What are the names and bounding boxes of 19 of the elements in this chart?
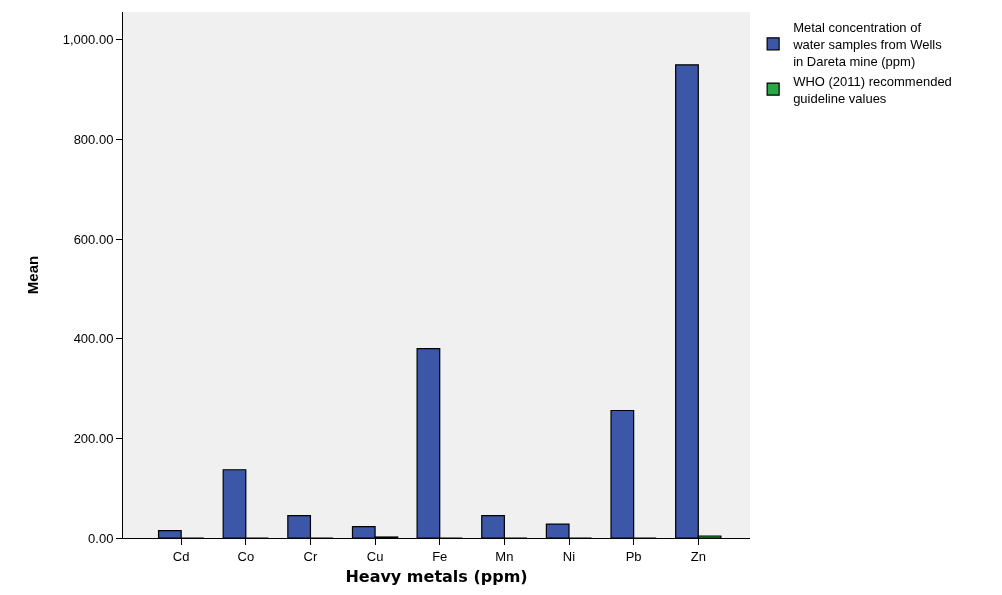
x-tick-label: Mn bbox=[495, 548, 514, 564]
y-axis-title: Mean bbox=[24, 255, 42, 295]
x-tick-label: Cu bbox=[366, 548, 384, 564]
y-tick-label: 600.00 bbox=[73, 231, 114, 247]
x-axis-title: Heavy metals (ppm) bbox=[345, 567, 528, 587]
x-tick-label: Fe bbox=[432, 548, 448, 564]
x-tick-label: Ni bbox=[562, 548, 576, 564]
y-tick-label: 800.00 bbox=[73, 132, 114, 148]
x-tick-label: Cr bbox=[303, 548, 318, 564]
y-tick-label: 400.00 bbox=[73, 331, 114, 347]
y-tick-label: 0.00 bbox=[88, 530, 114, 546]
legend-label: WHO (2011) recommended guideline values bbox=[793, 73, 952, 106]
x-tick-label: Co bbox=[237, 548, 255, 564]
x-tick-label: Pb bbox=[625, 548, 642, 564]
y-tick-label: 200.00 bbox=[73, 430, 114, 446]
x-tick-label: Cd bbox=[172, 548, 190, 564]
legend-label: Metal concentration of water samples from Wells in Dareta mine (ppm) bbox=[792, 20, 943, 69]
y-tick-label: 1,000.00 bbox=[62, 32, 114, 48]
x-tick-label: Zn bbox=[690, 548, 706, 564]
